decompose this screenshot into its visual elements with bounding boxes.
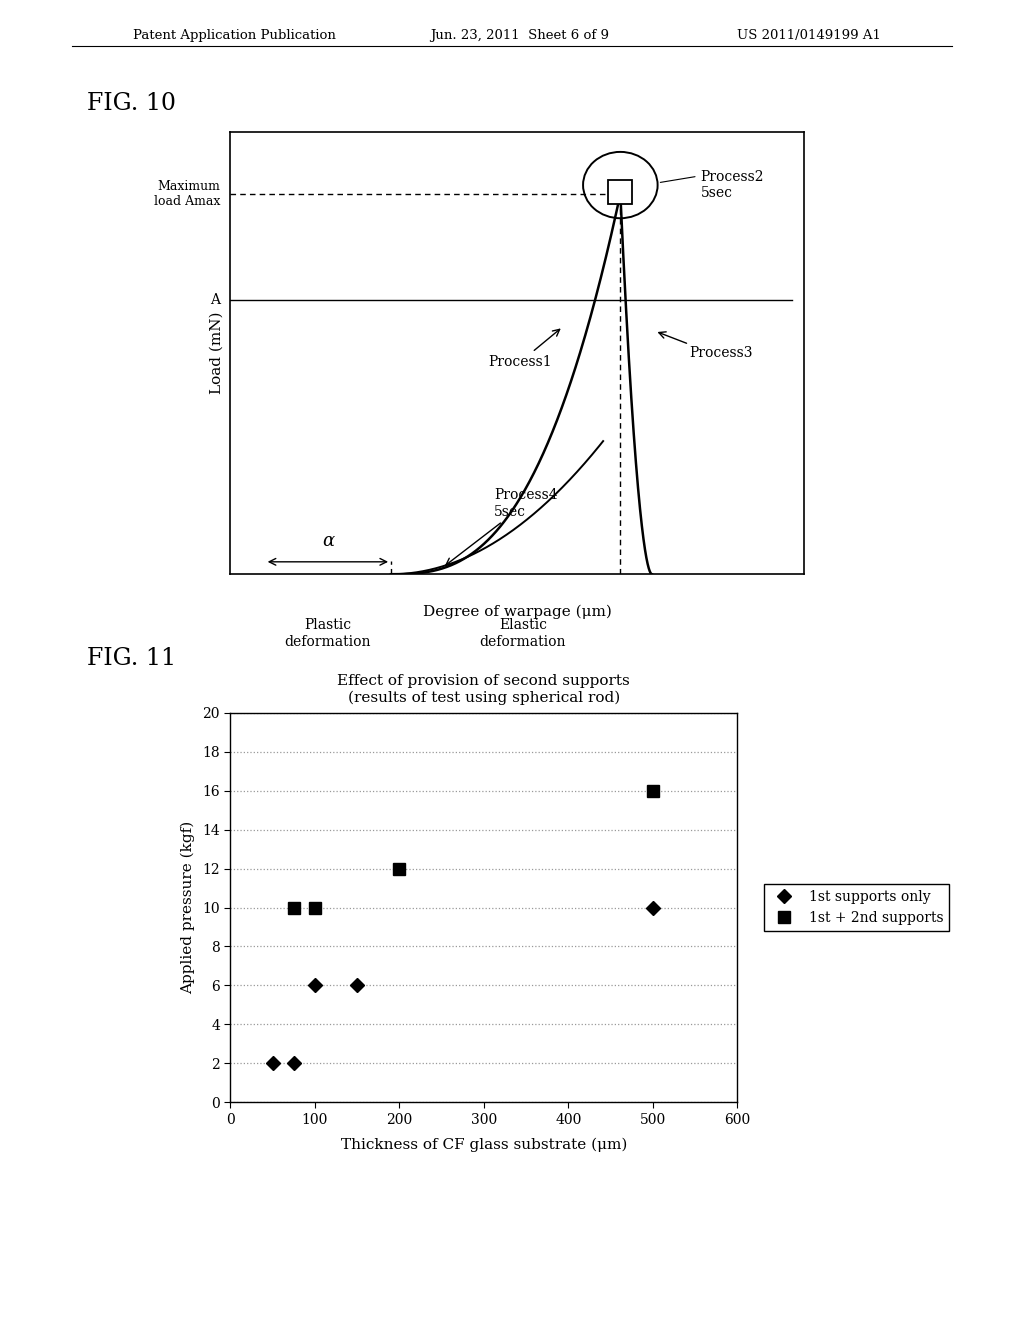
Text: Process3: Process3	[689, 346, 753, 360]
Title: Effect of provision of second supports
(results of test using spherical rod): Effect of provision of second supports (…	[338, 675, 630, 705]
Text: Elastic
deformation: Elastic deformation	[479, 618, 566, 648]
Legend: 1st supports only, 1st + 2nd supports: 1st supports only, 1st + 2nd supports	[765, 884, 949, 931]
X-axis label: Thickness of CF glass substrate (μm): Thickness of CF glass substrate (μm)	[341, 1138, 627, 1152]
Text: Degree of warpage (μm): Degree of warpage (μm)	[423, 605, 611, 619]
Text: A: A	[210, 293, 220, 308]
Line: 1st supports only: 1st supports only	[268, 903, 657, 1068]
Text: Patent Application Publication: Patent Application Publication	[133, 29, 336, 42]
Bar	[608, 180, 633, 203]
Text: Process1: Process1	[488, 329, 560, 370]
1st supports only	[309, 977, 322, 993]
1st + 2nd supports	[288, 900, 300, 916]
1st supports only	[351, 977, 364, 993]
Text: Process4
5sec: Process4 5sec	[446, 488, 558, 565]
Text: α: α	[322, 532, 334, 550]
1st + 2nd supports	[309, 900, 322, 916]
Text: FIG. 10: FIG. 10	[87, 92, 176, 115]
Text: Plastic
deformation: Plastic deformation	[285, 618, 371, 648]
Y-axis label: Applied pressure (kgf): Applied pressure (kgf)	[181, 821, 196, 994]
1st + 2nd supports	[393, 861, 406, 876]
Text: US 2011/0149199 A1: US 2011/0149199 A1	[737, 29, 882, 42]
1st supports only	[266, 1056, 279, 1072]
Y-axis label: Load (mN): Load (mN)	[210, 312, 223, 395]
Text: Jun. 23, 2011  Sheet 6 of 9: Jun. 23, 2011 Sheet 6 of 9	[430, 29, 609, 42]
1st supports only	[288, 1056, 300, 1072]
Text: FIG. 11: FIG. 11	[87, 647, 176, 669]
Text: Maximum
load Amax: Maximum load Amax	[154, 180, 220, 209]
Text: Process2
5sec: Process2 5sec	[700, 170, 764, 201]
1st + 2nd supports	[647, 783, 659, 799]
1st supports only	[647, 900, 659, 916]
Line: 1st + 2nd supports: 1st + 2nd supports	[288, 785, 658, 913]
